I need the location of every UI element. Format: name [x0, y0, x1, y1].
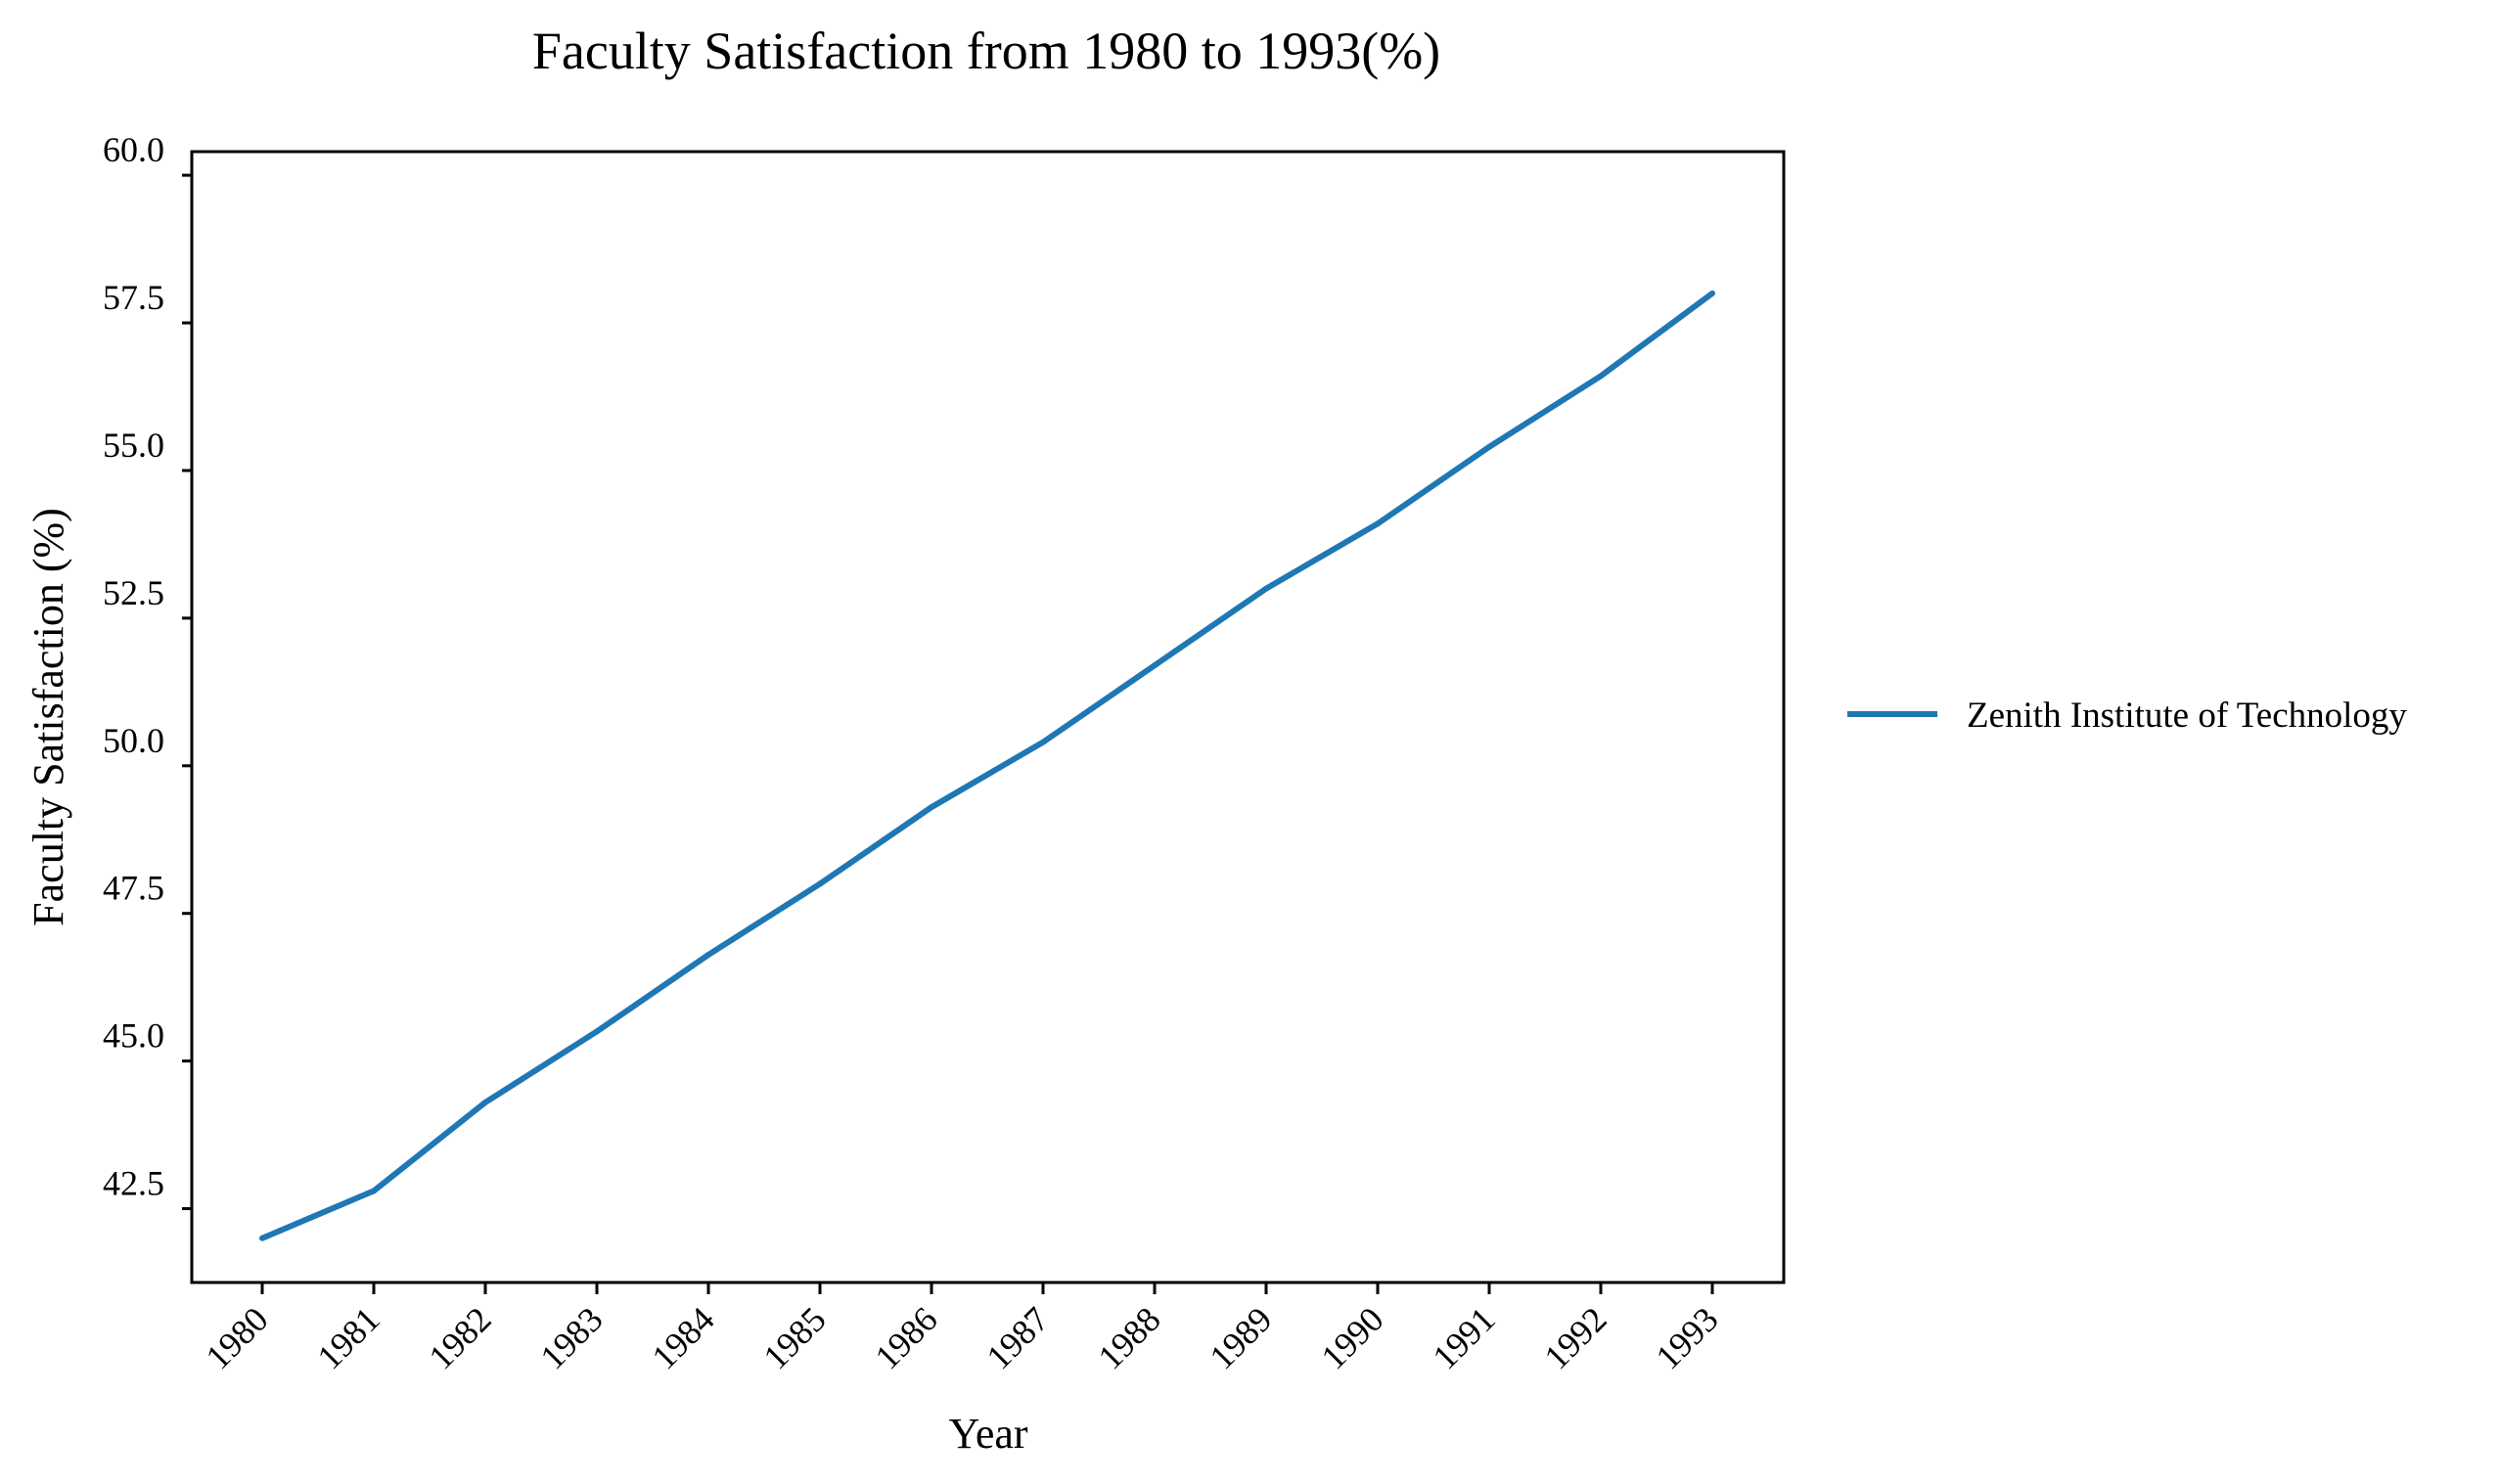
y-tick-label: 52.5 — [103, 573, 164, 612]
legend-label: Zenith Institute of Technology — [1967, 696, 2407, 736]
x-tick-label: 1985 — [755, 1299, 833, 1376]
data-point — [259, 1235, 265, 1241]
x-tick-label: 1981 — [309, 1299, 386, 1376]
y-tick-label: 42.5 — [103, 1164, 164, 1203]
data-point — [817, 880, 823, 887]
x-axis: 1980 1981 1982 1983 1984 1985 1986 1987 1988 1989… — [198, 1282, 1726, 1377]
plot-frame — [190, 150, 1786, 1284]
data-point — [1040, 739, 1046, 745]
x-tick-label: 1991 — [1425, 1299, 1502, 1376]
y-axis: 42.5 45.0 47.5 50.0 52.5 55.0 57.5 60.0 — [103, 130, 192, 1211]
series-layer — [259, 290, 1715, 1241]
y-tick-label: 45.0 — [103, 1016, 164, 1056]
x-axis-label: Year — [948, 1410, 1027, 1458]
data-point — [705, 951, 711, 958]
data-point — [1375, 520, 1381, 527]
data-point — [1263, 585, 1269, 592]
x-tick-label: 1993 — [1648, 1299, 1725, 1376]
data-point — [1598, 373, 1604, 380]
x-tick-label: 1983 — [532, 1299, 610, 1376]
x-tick-label: 1982 — [421, 1299, 498, 1376]
data-point — [1709, 290, 1715, 296]
x-tick-label: 1986 — [867, 1299, 944, 1376]
series-line — [260, 291, 1714, 1241]
data-point — [1486, 443, 1492, 450]
x-tick-label: 1988 — [1090, 1299, 1167, 1376]
x-tick-label: 1984 — [644, 1299, 721, 1376]
y-axis-label: Faculty Satisfaction (%) — [24, 508, 72, 926]
data-point — [594, 1028, 600, 1035]
legend: Zenith Institute of Technology — [1847, 696, 2407, 736]
x-tick-label: 1980 — [198, 1299, 275, 1376]
data-point — [371, 1188, 377, 1194]
x-tick-label: 1987 — [978, 1299, 1056, 1376]
data-point — [482, 1099, 488, 1105]
y-tick-label: 57.5 — [103, 278, 164, 317]
chart-title: Faculty Satisfaction from 1980 to 1993(%… — [532, 22, 1440, 80]
y-tick-label: 55.0 — [103, 426, 164, 465]
y-tick-label: 50.0 — [103, 721, 164, 760]
x-tick-label: 1989 — [1202, 1299, 1279, 1376]
data-point — [1152, 662, 1158, 669]
data-point — [929, 804, 934, 811]
x-tick-label: 1990 — [1313, 1299, 1390, 1376]
y-tick-label: 47.5 — [103, 869, 164, 908]
y-tick-label: 60.0 — [103, 130, 164, 169]
plot-area — [190, 150, 1786, 1284]
x-tick-label: 1992 — [1536, 1299, 1613, 1376]
